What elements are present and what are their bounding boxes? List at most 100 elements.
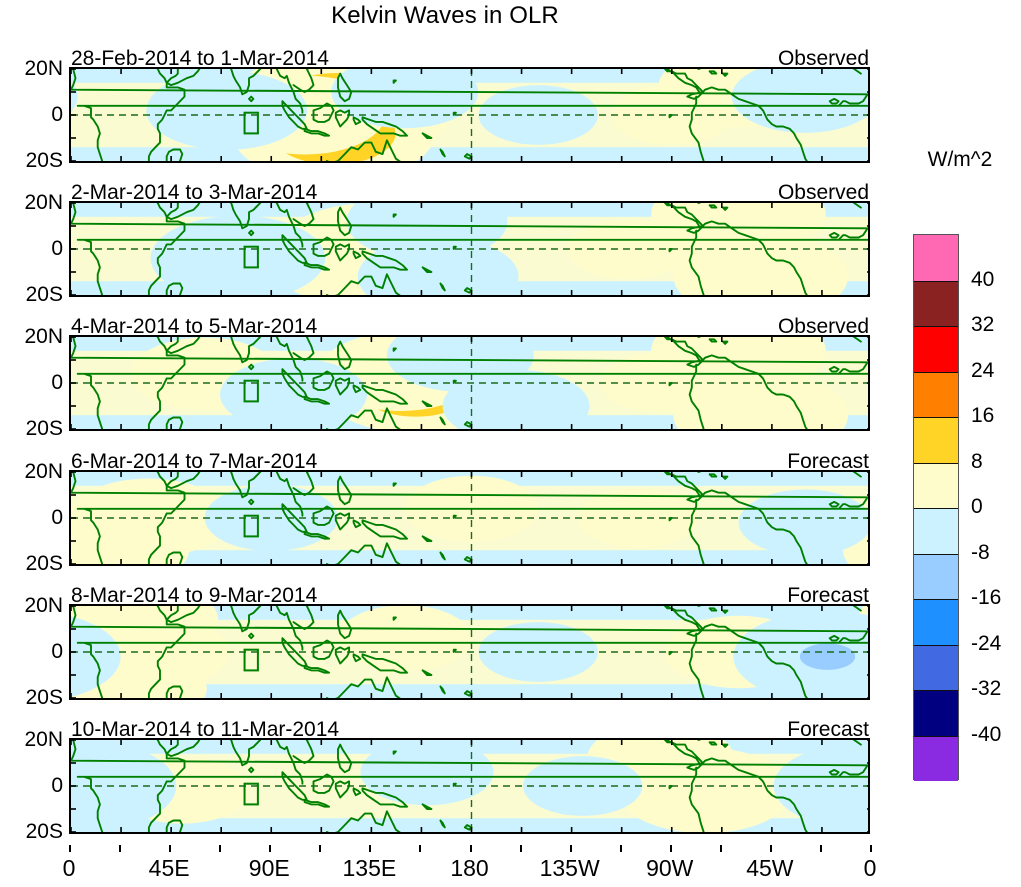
y-axis-labels: 20N 0 20S	[0, 594, 63, 709]
x-axis-tick	[69, 845, 71, 852]
panel-frame-ticks	[71, 69, 868, 161]
anomaly-midring	[71, 527, 161, 564]
colorbar-band[interactable]	[914, 371, 958, 417]
anomaly-midring	[248, 371, 339, 418]
colorbar-band[interactable]	[914, 690, 958, 736]
coastlines	[71, 472, 868, 564]
x-axis-tick	[870, 845, 872, 852]
region-box-marker	[243, 245, 259, 269]
y-axis-tick-label: 20S	[25, 820, 63, 843]
y-axis-tick-label: 0	[51, 103, 63, 126]
x-axis-tick	[119, 845, 122, 852]
map-plot-area[interactable]	[69, 67, 870, 163]
colorbar-tick-label: 8	[971, 449, 983, 473]
colorbar-band[interactable]	[914, 462, 958, 508]
y-axis-labels: 20N 0 20S	[0, 57, 63, 172]
colorbar-tick-label: 40	[971, 267, 995, 291]
colorbar-band[interactable]	[914, 508, 958, 554]
panel-frame-ticks	[71, 203, 868, 295]
panel-frame-ticks	[71, 740, 868, 832]
coastlines	[71, 740, 868, 832]
panel-header: 4-Mar-2014 to 5-Mar-2014 Observed	[69, 312, 870, 338]
x-axis-tick	[319, 845, 322, 852]
y-axis-tick-label: 20N	[24, 191, 63, 214]
x-axis-tick	[819, 845, 822, 852]
x-axis-tick	[769, 845, 772, 852]
y-axis-tick-label: 20N	[24, 460, 63, 483]
region-box-marker	[243, 648, 259, 672]
anomaly-halo	[478, 622, 598, 682]
colorbar-band[interactable]	[914, 280, 958, 326]
panel-header: 10-Mar-2014 to 11-Mar-2014 Forecast	[69, 715, 870, 741]
x-axis-tick	[169, 845, 172, 852]
anomaly-halo	[338, 606, 472, 672]
map-canvas	[71, 606, 868, 698]
anomaly-midring	[707, 388, 815, 429]
region-box-marker	[243, 111, 259, 135]
x-axis-tick-label: 135E	[342, 855, 397, 881]
y-axis-tick-label: 20S	[25, 149, 63, 172]
map-canvas	[71, 203, 868, 295]
y-axis-tick-label: 0	[51, 506, 63, 529]
x-axis-tick-label: 90W	[646, 855, 694, 881]
colorbar-band[interactable]	[914, 735, 958, 781]
x-axis-ticks	[69, 845, 872, 853]
colorbar-units-label: W/m^2	[927, 148, 993, 171]
anomaly-halo	[738, 489, 868, 556]
y-axis-tick-label: 20N	[24, 728, 63, 751]
panel-header: 6-Mar-2014 to 7-Mar-2014 Forecast	[69, 447, 870, 473]
x-axis-tick-label: 90E	[248, 855, 290, 881]
anomaly-midring	[684, 203, 793, 242]
colorbar-band[interactable]	[914, 235, 958, 281]
x-axis-tick	[619, 845, 622, 852]
colorbar-tick-label: 32	[971, 313, 995, 336]
map-plot-area[interactable]	[69, 335, 870, 431]
y-axis-tick-label: 0	[51, 237, 63, 260]
x-axis-tick	[219, 845, 222, 852]
map-canvas	[71, 69, 868, 161]
anomaly-halo	[478, 85, 598, 145]
x-axis-tick-label: 0	[863, 855, 877, 881]
coastlines	[71, 606, 868, 698]
colorbar-tick-label: -32	[971, 677, 1002, 700]
x-axis-tick	[269, 845, 272, 852]
map-plot-area[interactable]	[69, 738, 870, 834]
colorbar-band[interactable]	[914, 326, 958, 372]
colorbar-band[interactable]	[914, 553, 958, 599]
coastlines	[71, 337, 868, 429]
colorbar-band[interactable]	[914, 599, 958, 645]
panel-frame-ticks	[71, 472, 868, 564]
colorbar-tick-label: -24	[971, 631, 1002, 655]
y-axis-tick-label: 20S	[25, 417, 63, 440]
x-axis-tick	[369, 845, 372, 852]
y-axis-tick-label: 20S	[25, 686, 63, 709]
x-axis-tick	[419, 845, 422, 852]
coastlines	[71, 69, 868, 161]
y-axis-tick-label: 0	[51, 640, 63, 663]
anomaly-halo	[360, 740, 494, 806]
colorbar-band[interactable]	[914, 644, 958, 690]
y-axis-labels: 20N 0 20S	[0, 325, 63, 440]
y-axis-tick-label: 20S	[25, 552, 63, 575]
x-axis-tick	[569, 845, 572, 852]
map-plot-area[interactable]	[69, 470, 870, 566]
anomaly-midring	[615, 740, 706, 782]
x-axis-tick-label: 135W	[539, 855, 600, 881]
anomaly-midring	[707, 249, 815, 295]
x-axis-tick	[719, 845, 722, 852]
anomaly-midring	[177, 85, 277, 136]
map-plot-area[interactable]	[69, 201, 870, 297]
colorbar-band[interactable]	[914, 417, 958, 463]
anomaly-midring	[377, 203, 477, 247]
colorbar-tick-label: 16	[971, 404, 995, 427]
panel-header: 2-Mar-2014 to 3-Mar-2014 Observed	[69, 178, 870, 204]
anomaly-midring	[415, 337, 506, 379]
y-axis-labels: 20N 0 20S	[0, 460, 63, 575]
map-plot-area[interactable]	[69, 604, 870, 700]
colorbar-tick-label: -16	[971, 586, 1002, 609]
map-canvas	[71, 472, 868, 564]
colorbar-tick-label: 24	[971, 358, 995, 382]
colorbar[interactable]	[913, 234, 959, 781]
y-axis-tick-label: 0	[51, 774, 63, 797]
